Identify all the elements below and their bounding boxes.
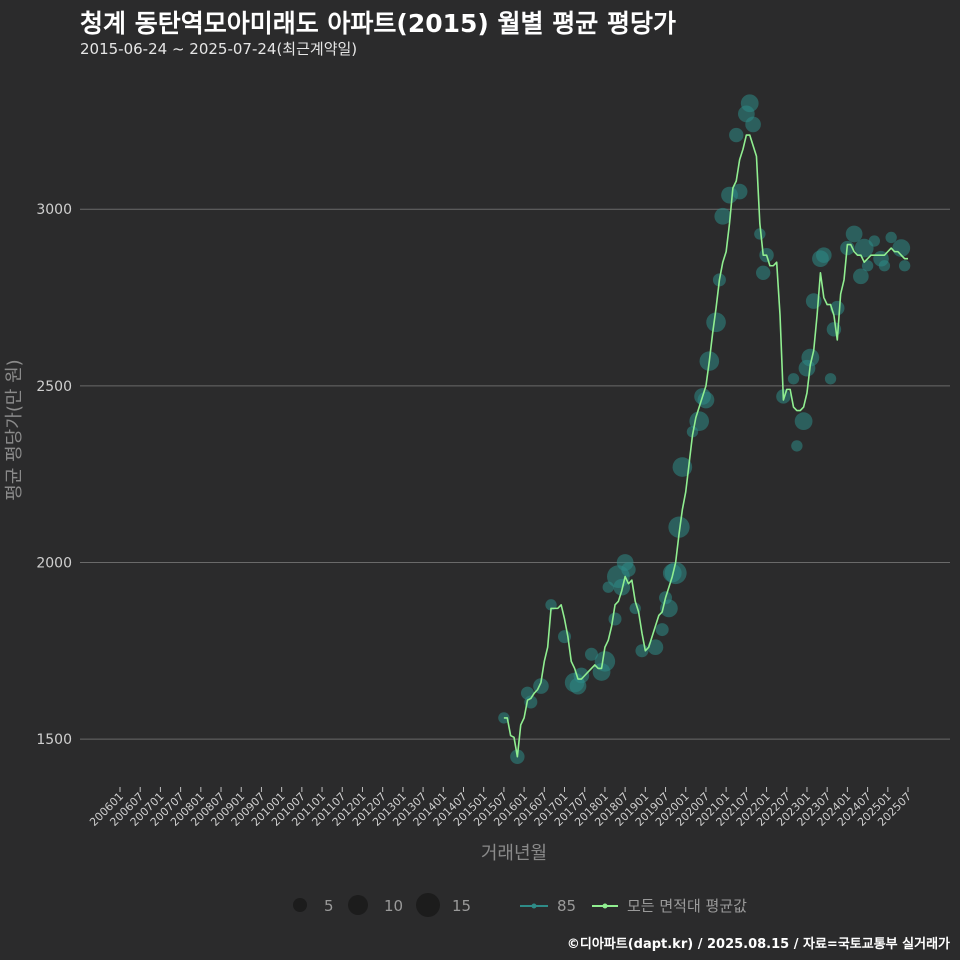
y-tick-label-2500: 2500 bbox=[36, 379, 72, 395]
legend-series-85-dot bbox=[532, 904, 537, 909]
bubble-point-22 bbox=[656, 623, 669, 636]
source-caption: ©디아파트(dapt.kr) / 2025.08.15 / 자료=국토교통부 실… bbox=[567, 933, 950, 952]
average-line-series bbox=[504, 135, 908, 757]
bubble-point-36 bbox=[714, 208, 731, 225]
average-price-line bbox=[504, 135, 908, 757]
legend-size-label-10: 10 bbox=[384, 897, 403, 915]
bubble-point-65 bbox=[879, 260, 890, 271]
legend: 5 10 15 85 모든 면적대 평균값 bbox=[293, 893, 747, 917]
bubble-point-14 bbox=[609, 612, 622, 625]
bubble-series bbox=[498, 94, 910, 764]
legend-series-avg-dot bbox=[603, 904, 608, 909]
y-tick-label-1500: 1500 bbox=[36, 732, 72, 748]
bubble-point-63 bbox=[869, 235, 880, 246]
legend-series-avg-label: 모든 면적대 평균값 bbox=[627, 897, 747, 915]
legend-size-dot-5 bbox=[293, 898, 307, 912]
legend-size-label-5: 5 bbox=[324, 897, 334, 915]
y-tick-label-2000: 2000 bbox=[36, 555, 72, 571]
bubble-point-20 bbox=[635, 644, 648, 657]
legend-series-85-label: 85 bbox=[557, 897, 576, 915]
bubble-point-44 bbox=[756, 266, 770, 280]
bubble-point-54 bbox=[816, 247, 832, 263]
y-axis-title: 평균 평당가(만 원) bbox=[4, 359, 25, 500]
bubble-point-47 bbox=[788, 373, 799, 384]
bubble-point-68 bbox=[899, 260, 910, 271]
bubble-point-66 bbox=[885, 232, 896, 243]
legend-size-dot-15 bbox=[416, 893, 440, 917]
bubble-point-34 bbox=[706, 312, 726, 332]
y-axis-ticks: 1500 2000 2500 3000 bbox=[36, 202, 72, 748]
bubble-point-55 bbox=[825, 373, 836, 384]
bubble-point-42 bbox=[745, 117, 761, 133]
y-tick-label-3000: 3000 bbox=[36, 202, 72, 218]
legend-size-dot-10 bbox=[348, 895, 368, 915]
bubble-point-30 bbox=[689, 411, 709, 431]
x-axis-title: 거래년월 bbox=[481, 843, 547, 864]
chart-svg: 1500 2000 2500 3000 20060120060720070120070… bbox=[0, 0, 960, 960]
bubble-point-48 bbox=[791, 440, 802, 451]
legend-size-label-15: 15 bbox=[452, 897, 471, 915]
bubble-point-18 bbox=[621, 562, 635, 576]
bubble-point-38 bbox=[729, 128, 743, 142]
bubble-point-41 bbox=[741, 94, 759, 112]
x-axis-ticks: 2006012006072007012007072008012008072009… bbox=[87, 787, 914, 829]
bubble-point-49 bbox=[795, 412, 813, 430]
